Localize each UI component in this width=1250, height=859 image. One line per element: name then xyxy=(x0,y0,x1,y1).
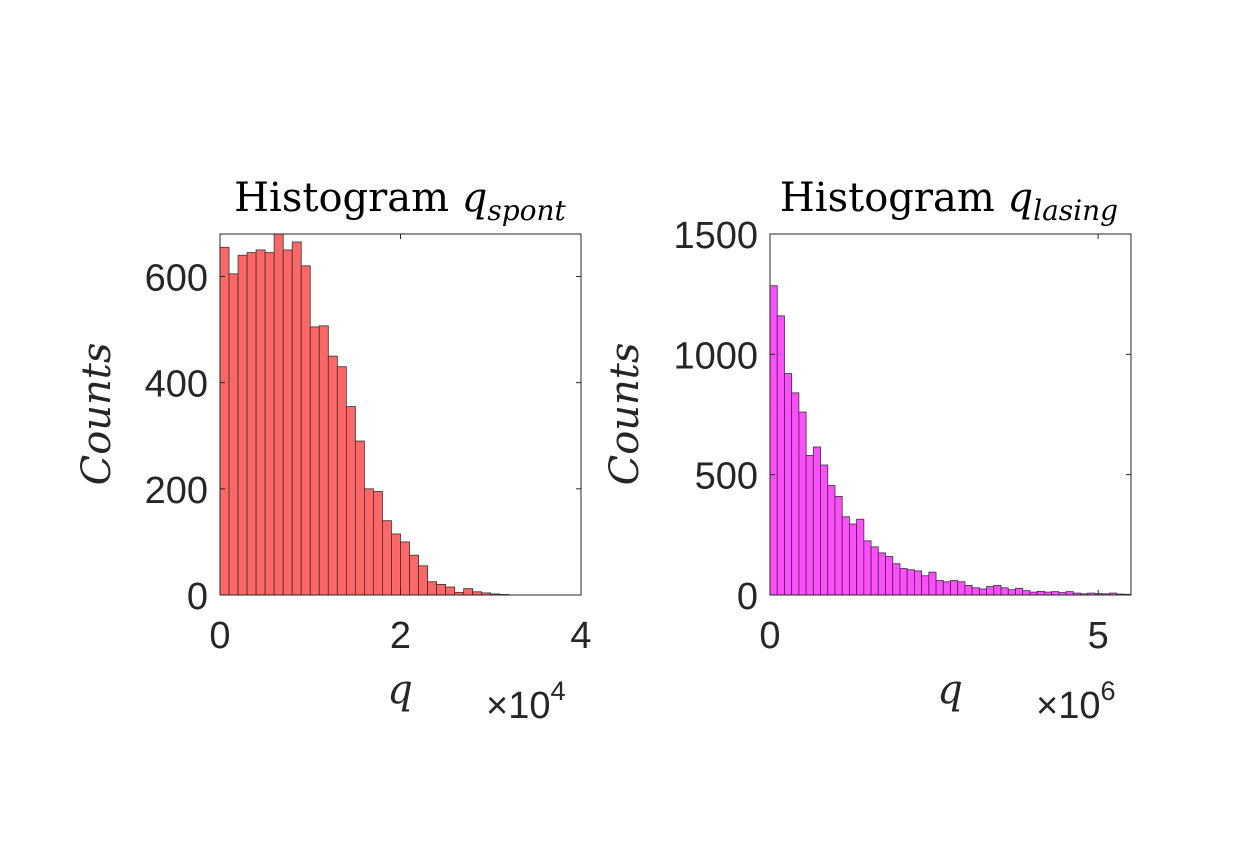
y-tick-label: 500 xyxy=(695,456,758,498)
histogram-bar xyxy=(373,491,383,596)
y-tick-label: 0 xyxy=(187,576,208,618)
histogram-bar xyxy=(1065,591,1074,596)
y-tick-label: 1500 xyxy=(673,215,758,257)
axes-box xyxy=(769,233,1132,596)
histogram-bar xyxy=(418,565,428,596)
histogram-bar xyxy=(776,315,785,596)
x-tick-label: 5 xyxy=(1088,615,1109,657)
histogram-bar xyxy=(978,588,988,596)
histogram-bar xyxy=(463,588,474,596)
bars xyxy=(769,285,1132,596)
x-exponent-label: ×106 xyxy=(1036,676,1116,727)
histogram-bar xyxy=(950,580,959,596)
histogram-bar xyxy=(309,326,320,596)
y-axis-label: Counts xyxy=(74,343,120,486)
histogram-bar xyxy=(964,584,973,596)
histogram-bar xyxy=(885,556,894,596)
histogram-bar xyxy=(255,249,266,596)
histogram-bar xyxy=(906,569,915,596)
histogram-bar xyxy=(400,541,410,596)
histogram-bar xyxy=(820,464,829,596)
histogram-bar xyxy=(436,583,447,596)
histogram-bar xyxy=(1051,591,1060,596)
histogram-bar xyxy=(445,586,456,596)
histogram-bar xyxy=(363,488,374,596)
histogram-bar xyxy=(841,516,850,596)
histogram-bar xyxy=(228,273,239,596)
ticks: 0 5 0 500 1000 1500 xyxy=(673,215,1131,657)
y-tick-label: 200 xyxy=(145,470,208,512)
histogram-bar xyxy=(784,373,793,596)
histogram-bar xyxy=(382,520,392,596)
histogram-bar xyxy=(264,252,275,596)
histogram-bar xyxy=(300,265,311,596)
histogram-bar xyxy=(892,563,901,596)
histogram-bar xyxy=(327,355,338,596)
histogram-bar xyxy=(870,546,879,596)
histogram-bar xyxy=(942,581,951,596)
histogram-bar xyxy=(805,455,814,596)
histogram-bar xyxy=(1000,587,1009,596)
histogram-bar xyxy=(798,411,807,596)
x-axis-label: q xyxy=(937,667,963,713)
x-tick-label: 2 xyxy=(390,615,411,657)
chart-title: Histogram qspont xyxy=(234,175,566,227)
histogram-bar xyxy=(986,586,995,596)
chart-title: Histogram qlasing xyxy=(780,175,1118,227)
y-tick-label: 400 xyxy=(145,364,208,406)
histogram-bar xyxy=(827,485,836,596)
histogram-bar xyxy=(993,584,1002,596)
x-tick-label: 4 xyxy=(570,615,591,657)
x-tick-label: 0 xyxy=(209,615,230,657)
y-tick-label: 1000 xyxy=(673,335,758,377)
y-tick-label: 0 xyxy=(737,576,758,618)
histogram-bar xyxy=(791,392,800,596)
histogram-bar xyxy=(391,533,401,596)
histogram-bar xyxy=(345,406,356,596)
histogram-bar xyxy=(957,581,966,596)
histogram-bar xyxy=(899,568,908,596)
histogram-bar xyxy=(1007,589,1016,596)
histogram-bar xyxy=(812,446,821,596)
histogram-bar xyxy=(834,495,843,596)
histogram-bar xyxy=(246,252,257,596)
histogram-bar xyxy=(273,233,284,596)
histogram-bar xyxy=(318,325,329,596)
histogram-bar xyxy=(1022,590,1031,596)
x-tick-label: 0 xyxy=(759,615,780,657)
histogram-bar xyxy=(409,554,419,596)
histogram-bar xyxy=(282,249,293,596)
histogram-bar xyxy=(219,246,230,596)
histogram-bar xyxy=(921,575,930,596)
x-exponent-label: ×104 xyxy=(486,676,566,727)
histogram-bar xyxy=(856,518,865,596)
histogram-bar xyxy=(769,285,778,596)
histogram-bar xyxy=(336,366,347,596)
histogram-bar xyxy=(237,254,248,596)
y-tick-label: 600 xyxy=(145,257,208,299)
histogram-bar xyxy=(354,440,365,596)
histogram-bar xyxy=(928,571,937,596)
ticks: 0 2 4 0 200 400 600 xyxy=(145,234,592,657)
histogram-bar xyxy=(849,523,858,596)
histogram-bar xyxy=(914,570,923,596)
histogram-bar xyxy=(291,241,302,596)
histogram-bar xyxy=(877,552,886,596)
y-axis-label: Counts xyxy=(602,343,648,486)
histogram-bar xyxy=(1015,587,1024,596)
x-axis-label: q xyxy=(387,667,413,713)
histogram-bar xyxy=(1036,590,1045,596)
histogram-bar xyxy=(935,580,944,596)
histogram-bar xyxy=(863,540,872,596)
histogram-bar xyxy=(427,581,437,596)
histogram-bar xyxy=(971,587,980,596)
